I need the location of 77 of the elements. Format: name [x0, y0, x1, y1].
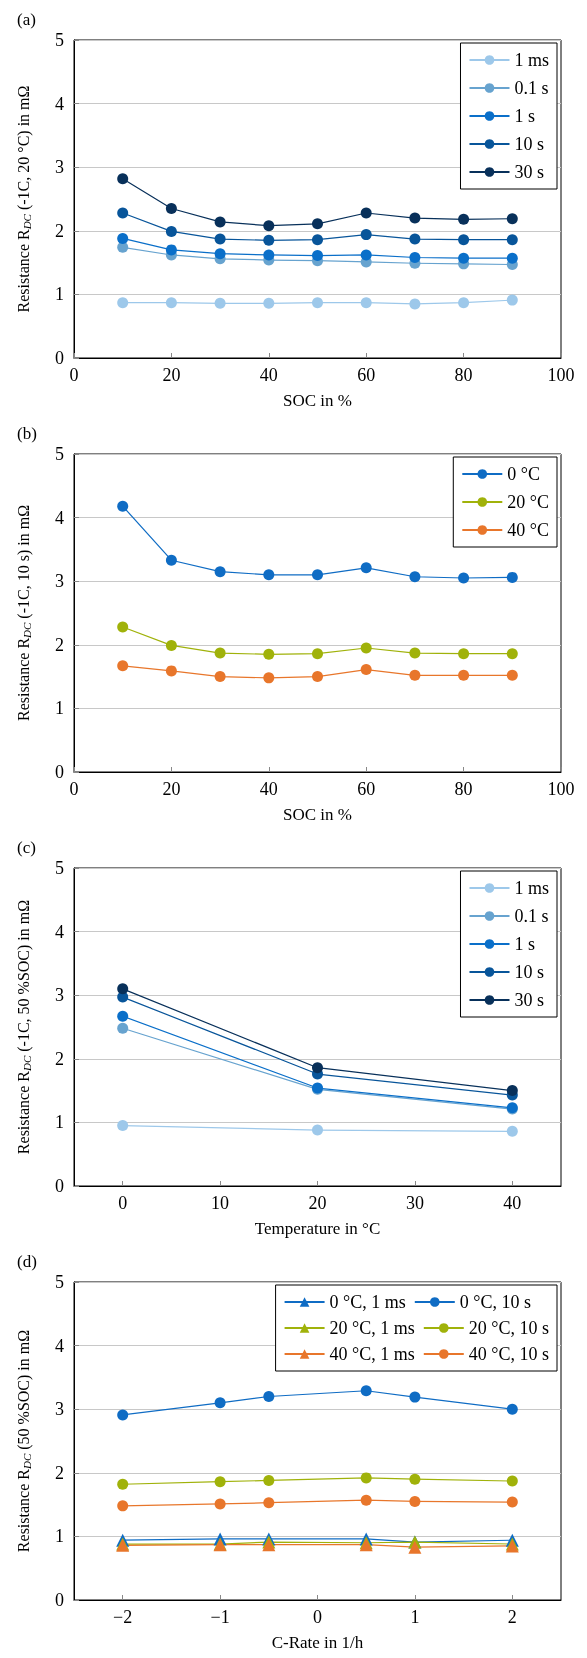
- x-tick-label: 20: [308, 1193, 327, 1213]
- legend-label: 0 °C, 10 s: [459, 1292, 532, 1312]
- legend-label: 10 s: [514, 134, 545, 154]
- y-tick-label: 4: [55, 921, 64, 942]
- y-tick-label: 5: [55, 858, 64, 878]
- x-tick-label: 20: [162, 779, 181, 799]
- y-tick-label: 3: [55, 571, 64, 592]
- x-tick-label: 0: [69, 365, 79, 385]
- x-tick-label: −2: [113, 1607, 133, 1627]
- y-tick-label: 1: [55, 1112, 64, 1133]
- y-tick-label: 5: [55, 444, 64, 464]
- y-tick-label: 5: [55, 1272, 64, 1292]
- x-tick-label: 0: [69, 779, 79, 799]
- y-tick-label: 4: [55, 507, 64, 528]
- x-tick-label: 100: [547, 365, 575, 385]
- x-axis-title: Temperature in °C: [254, 1219, 381, 1238]
- x-axis-title: SOC in %: [283, 391, 352, 410]
- y-tick-label: 0: [55, 762, 64, 782]
- x-tick-label: 20: [162, 365, 181, 385]
- x-tick-label: 60: [357, 779, 376, 799]
- y-tick-label: 2: [55, 634, 64, 655]
- x-tick-label: 2: [507, 1607, 517, 1627]
- y-tick-label: 1: [55, 284, 64, 305]
- legend-label: 10 s: [514, 962, 545, 982]
- y-tick-label: 1: [55, 1526, 64, 1547]
- y-axis-title: Resistance RDC (-1C, 50 %SOC) in mΩ: [15, 899, 33, 1155]
- legend-label: 0.1 s: [514, 78, 549, 98]
- chart-title: (b): [17, 424, 37, 443]
- x-tick-label: 100: [547, 779, 575, 799]
- legend-label: 40 °C, 1 ms: [329, 1344, 415, 1364]
- y-tick-label: 4: [55, 1335, 64, 1356]
- y-axis-title: Resistance RDC (50 %SOC) in mΩ: [15, 1329, 33, 1553]
- y-tick-label: 2: [55, 1048, 64, 1069]
- y-tick-label: 1: [55, 698, 64, 719]
- x-axis-title: SOC in %: [283, 805, 352, 824]
- legend-label: 40 °C, 10 s: [468, 1344, 550, 1364]
- x-tick-label: 10: [211, 1193, 230, 1213]
- legend-label: 30 s: [514, 162, 545, 182]
- chart-title: (c): [17, 838, 36, 857]
- x-tick-label: 80: [454, 365, 473, 385]
- legend-label: 1 s: [514, 106, 536, 126]
- y-tick-label: 5: [55, 30, 64, 50]
- legend-label: 0.1 s: [514, 906, 549, 926]
- x-tick-label: −1: [210, 1607, 230, 1627]
- x-tick-label: 0: [313, 1607, 322, 1627]
- x-tick-label: 40: [259, 365, 278, 385]
- y-tick-label: 0: [55, 348, 64, 368]
- x-tick-label: 30: [405, 1193, 424, 1213]
- legend-label: 0 °C: [507, 464, 541, 484]
- y-tick-label: 4: [55, 93, 64, 114]
- chart-title: (d): [17, 1252, 37, 1271]
- legend-label: 20 °C, 10 s: [468, 1318, 550, 1338]
- x-tick-label: 0: [118, 1193, 128, 1213]
- y-tick-label: 2: [55, 1462, 64, 1483]
- legend-label: 1 ms: [514, 50, 550, 70]
- x-axis-title: C-Rate in 1/h: [271, 1633, 364, 1652]
- legend-label: 20 °C: [507, 492, 550, 512]
- x-tick-label: 40: [503, 1193, 522, 1213]
- legend-label: 30 s: [514, 990, 545, 1010]
- y-axis-title: Resistance RDC (-1C, 10 s) in mΩ: [15, 504, 33, 722]
- y-tick-label: 2: [55, 220, 64, 241]
- legend-label: 40 °C: [507, 520, 550, 540]
- x-tick-label: 80: [454, 779, 473, 799]
- legend-label: 0 °C, 1 ms: [329, 1292, 406, 1312]
- y-tick-label: 3: [55, 985, 64, 1006]
- legend-label: 1 s: [514, 934, 536, 954]
- x-tick-label: 1: [410, 1607, 420, 1627]
- y-axis-title: Resistance RDC (-1C, 20 °C) in mΩ: [15, 85, 33, 313]
- y-tick-label: 0: [55, 1590, 64, 1610]
- chart-title: (a): [17, 10, 36, 29]
- x-tick-label: 40: [259, 779, 278, 799]
- y-tick-label: 0: [55, 1176, 64, 1196]
- x-tick-label: 60: [357, 365, 376, 385]
- y-tick-label: 3: [55, 157, 64, 178]
- legend-label: 1 ms: [514, 878, 550, 898]
- legend-label: 20 °C, 1 ms: [329, 1318, 415, 1338]
- y-tick-label: 3: [55, 1399, 64, 1420]
